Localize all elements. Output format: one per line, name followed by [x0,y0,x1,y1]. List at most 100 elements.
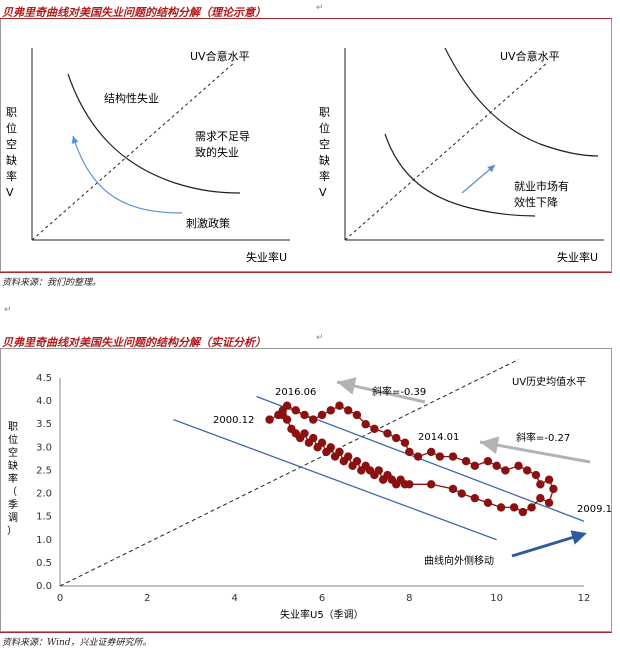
left-uv-label: UV合意水平 [190,49,250,63]
y-tick-label: 2.5 [36,465,52,476]
data-point [400,438,410,447]
right-ylabel-4: 缺 [319,153,330,167]
data-point [413,452,423,461]
shift-arrow [511,530,587,558]
shift-label: 曲线向外侧移动 [424,554,494,567]
y-axis-title-6: （ [7,486,17,498]
data-point [435,452,445,461]
y-axis-title-4: 缺 [8,459,18,472]
data-point [405,447,414,457]
data-point [309,433,318,443]
right-uv-label: UV合意水平 [500,49,560,63]
left-structural-label: 结构性失业 [104,91,159,105]
data-point [300,429,309,438]
left-stimulus-label: 刺激政策 [186,216,230,230]
x-axis-title: 失业率U5（季调） [280,608,364,621]
data-point [531,470,541,480]
section2-source: 资料来源：Wind，兴业证券研究所。 [2,638,152,648]
left-ylabel-1: 职 [6,106,17,119]
left-ylabel-3: 空 [6,137,17,151]
x-tick-label: 10 [490,593,503,604]
data-point [426,447,436,457]
data-point [291,406,300,415]
data-point [300,410,309,420]
y-tick-label: 0.5 [36,558,52,569]
data-point [370,424,379,434]
data-point [457,489,466,498]
date-2000-label: 2000.12 [213,415,254,426]
x-tick-label: 6 [319,593,325,604]
y-tick-label: 2.0 [36,489,52,500]
x-tick-label: 4 [231,593,237,604]
left-ylabel-4: 缺 [6,153,17,167]
date-2009-label: 2009.12 [577,504,612,515]
data-point [335,447,344,457]
y-tick-label: 1.5 [36,512,52,523]
return-mark-2: ↵ [4,305,12,315]
slope1-arrow [336,377,426,404]
source-rule-1 [0,272,612,273]
data-point [344,406,353,415]
return-mark: ↵ [316,3,324,13]
y-tick-label: 0.0 [36,581,52,592]
y-axis-title-3: 空 [8,446,18,459]
theory-diagrams: 职 位 空 缺 率 V 失业率U UV合意水平 结构性失业 需求不足导 致的失业… [6,47,604,264]
data-point [544,475,554,484]
data-point [509,503,519,512]
data-point [470,493,480,503]
data-point [361,420,370,429]
y-axis-title-7: 季 [8,499,18,511]
uv-diagonal-line [59,359,519,587]
data-point [448,484,458,494]
right-ylabel-6: V [319,186,327,199]
beveridge-scatter-chart: 0 2 4 6 8 10 120.00.51.01.52.02.53.03.54.04.5 … [7,359,612,621]
data-point [392,433,401,443]
y-axis-title-2: 位 [8,433,18,446]
data-point [523,466,532,475]
section2-title: 贝弗里奇曲线对美国失业问题的结构分解（实证分析） [2,336,266,349]
data-point [549,484,558,494]
data-point [352,410,362,420]
source-rule-2 [0,632,612,633]
data-point [461,457,471,466]
right-uv-diagonal [344,61,549,241]
data-point [514,461,523,471]
data-point [282,401,292,410]
data-point [317,438,327,447]
date-2016-label: 2016.06 [275,387,316,398]
data-point [426,480,436,489]
x-tick-label: 12 [578,593,591,604]
data-point [317,410,327,420]
right-ylabel-3: 空 [319,137,330,151]
left-ylabel-2: 位 [6,121,17,135]
y-axis-title-8: 调 [8,512,18,524]
data-point [470,461,480,471]
right-shift-arrow [461,164,496,194]
data-point [492,461,501,471]
y-axis-title-9: ） [7,525,17,537]
data-point [536,493,545,503]
right-efficiency-label-1: 就业市场有 [514,179,569,193]
data-point [278,410,287,420]
right-efficiency-label-2: 效性下降 [514,195,558,209]
data-point [483,457,493,466]
left-xlabel: 失业率U [246,250,287,264]
slope2-label: 斜率=-0.27 [516,431,570,444]
data-point [326,406,335,415]
right-ylabel-2: 位 [319,121,330,135]
data-point [448,452,458,461]
x-tick-label: 0 [57,593,63,604]
data-point [344,452,353,461]
data-point [352,457,362,466]
uv-hist-label: UV历史均值水平 [512,375,586,388]
right-xlabel: 失业率U [557,250,598,264]
y-axis-title-1: 职 [8,421,18,433]
left-ylabel-6: V [6,186,14,199]
left-uv-diagonal [31,61,236,241]
y-tick-label: 1.0 [36,535,52,546]
title-rule [0,18,612,19]
right-original-curve [384,133,536,217]
y-tick-label: 4.5 [36,373,52,384]
empirical-panel-frame [0,348,612,632]
left-ylabel-5: 率 [6,169,17,183]
